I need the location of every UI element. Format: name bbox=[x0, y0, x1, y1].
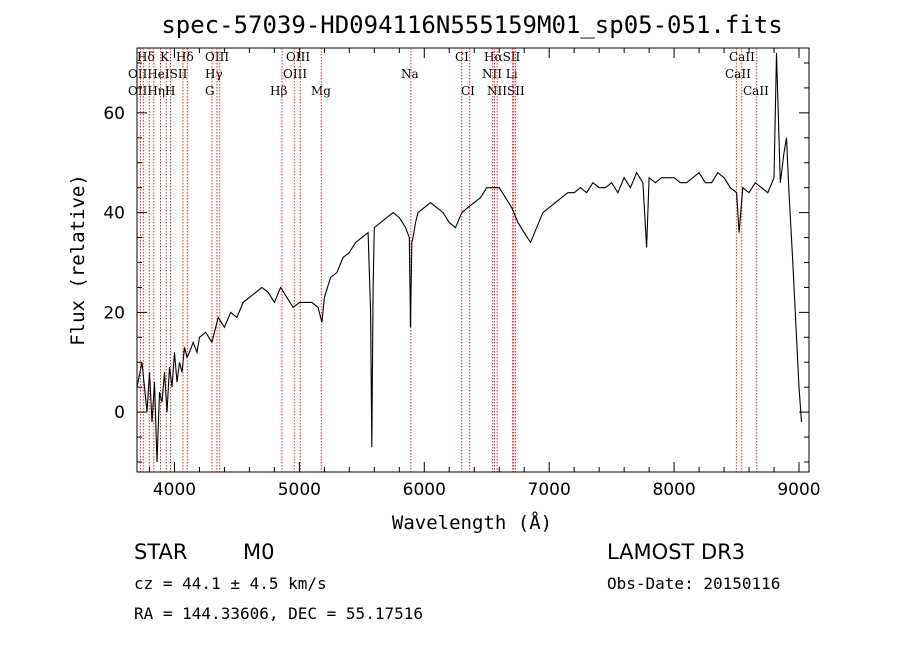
line-label-halpha-sii: HαSII bbox=[484, 50, 521, 64]
redshift-info: cz = 44.1 ± 4.5 km/s bbox=[134, 574, 327, 593]
x-axis-label: Wavelength (Å) bbox=[392, 511, 552, 534]
line-labels-bottom: OIIHηH G Hβ Mg CI NIISII CaII bbox=[128, 84, 769, 98]
line-label-k: K bbox=[160, 50, 170, 64]
line-label-oiii-mid: OIII bbox=[283, 67, 307, 81]
y-axis-ticks: 0 20 40 60 bbox=[103, 62, 809, 463]
observation-date: Obs-Date: 20150116 bbox=[607, 574, 780, 593]
y-tick-label-0: 0 bbox=[114, 403, 125, 423]
line-label-hdelta-left: Hδ bbox=[137, 50, 155, 64]
object-class: STAR bbox=[134, 540, 187, 564]
spectrum-line bbox=[136, 52, 803, 463]
line-label-oii-heta-h: OIIHηH bbox=[128, 84, 175, 98]
y-tick-label-60: 60 bbox=[103, 104, 125, 124]
x-tick-label-4000: 4000 bbox=[153, 480, 196, 500]
x-tick-label-7000: 7000 bbox=[528, 480, 571, 500]
spectral-line-markers bbox=[139, 48, 758, 472]
line-labels-top: Hδ K Hδ OIII OIII CI HαSII CaII bbox=[137, 50, 755, 64]
line-label-g: G bbox=[205, 84, 215, 98]
x-tick-label-6000: 6000 bbox=[403, 480, 446, 500]
line-label-caii-bottom: CaII bbox=[743, 84, 769, 98]
chart-title: spec-57039-HD094116N555159M01_sp05-051.f… bbox=[161, 11, 782, 39]
line-label-na: Na bbox=[401, 67, 419, 81]
y-tick-label-40: 40 bbox=[103, 204, 125, 224]
coordinates-info: RA = 144.33606, DEC = 55.17516 bbox=[134, 604, 423, 623]
line-label-ci-bottom: CI bbox=[461, 84, 475, 98]
line-label-hgamma: Hγ bbox=[205, 67, 223, 81]
object-subclass: M0 bbox=[243, 540, 274, 564]
x-axis-ticks: 4000 5000 6000 7000 8000 9000 bbox=[148, 48, 821, 500]
line-label-oiii-b: OIII bbox=[286, 50, 310, 64]
line-label-caii-mid: CaII bbox=[725, 67, 751, 81]
x-tick-label-9000: 9000 bbox=[777, 480, 820, 500]
survey-name: LAMOST DR3 bbox=[607, 540, 745, 564]
line-label-hbeta: Hβ bbox=[270, 84, 287, 98]
y-tick-label-20: 20 bbox=[103, 303, 125, 323]
spectrum-series bbox=[136, 52, 803, 463]
plot-frame bbox=[136, 47, 810, 473]
line-labels-middle: OIIHeISII Hγ OIII Na NII Li CaII bbox=[128, 67, 751, 81]
y-axis-label: Flux (relative) bbox=[67, 174, 89, 346]
line-label-nii-li: NII Li bbox=[482, 67, 518, 81]
x-tick-label-5000: 5000 bbox=[278, 480, 321, 500]
line-label-hdelta: Hδ bbox=[176, 50, 194, 64]
x-tick-label-8000: 8000 bbox=[652, 480, 695, 500]
